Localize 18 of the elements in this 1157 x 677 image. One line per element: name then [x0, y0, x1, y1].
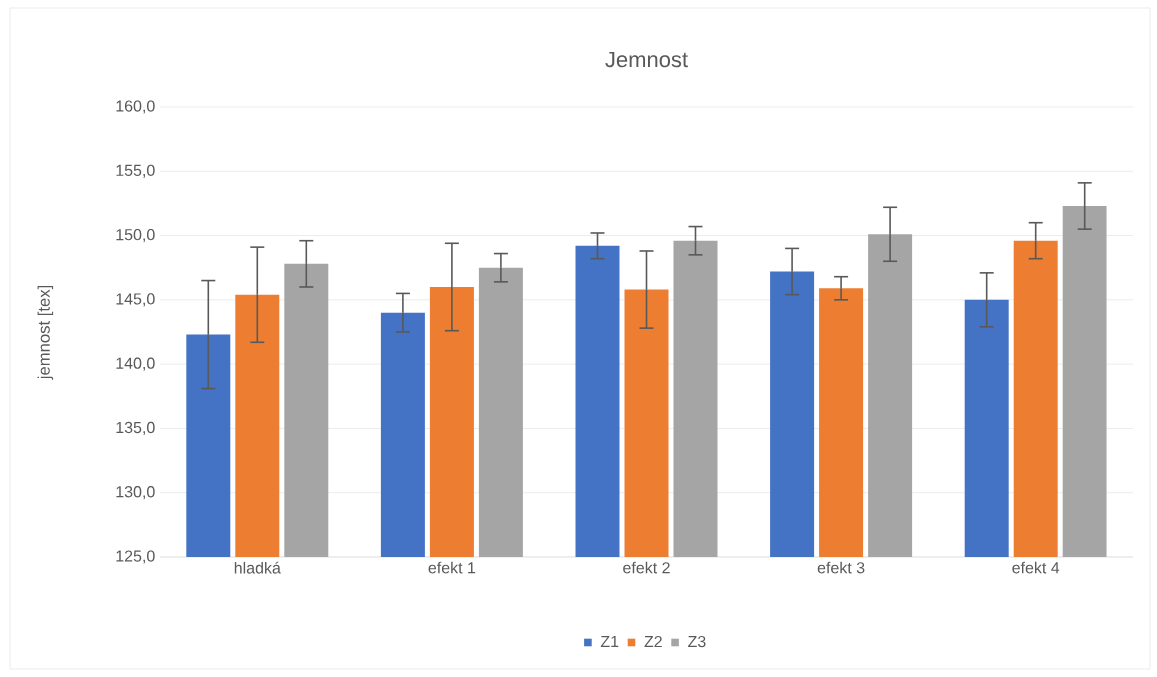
y-tick-label: 130,0: [116, 486, 155, 500]
y-tick-label: 155,0: [116, 164, 155, 178]
x-tick-label: efekt 1: [428, 561, 476, 574]
y-tick-label: 135,0: [116, 421, 155, 436]
x-tick-label: hladká: [234, 561, 281, 574]
x-tick-label: efekt 4: [1012, 561, 1060, 574]
legend-label: Z2: [644, 635, 662, 648]
y-tick-label: 140,0: [116, 357, 155, 371]
legend-label: Z3: [688, 635, 706, 648]
y-tick-label: 160,0: [116, 100, 155, 114]
x-tick-label: efekt 3: [817, 561, 865, 574]
x-tick-label: efekt 2: [623, 561, 670, 574]
y-tick-label: 125,0: [116, 550, 155, 564]
y-tick-label: 150,0: [116, 228, 155, 243]
chart-title: Jemnost: [605, 51, 688, 68]
y-tick-label: 145,0: [116, 293, 155, 307]
legend-label: Z1: [600, 635, 619, 647]
y-axis-title: jemnost [tex]: [37, 285, 54, 380]
